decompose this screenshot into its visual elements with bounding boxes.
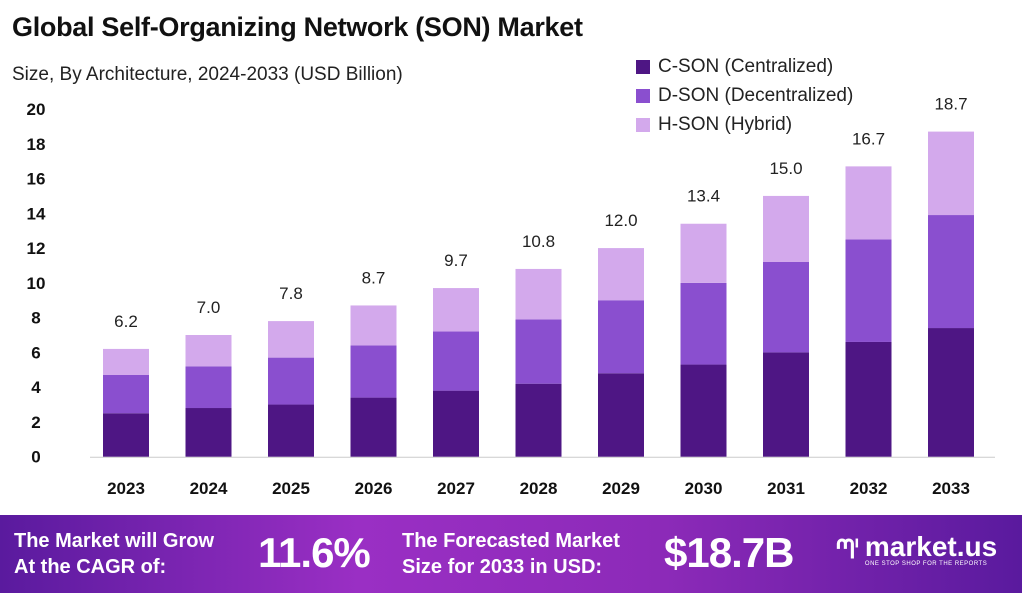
x-tick-label: 2026: [355, 479, 393, 498]
bar-segment-2025-c-son: [268, 404, 314, 457]
bar-segment-2033-h-son: [928, 131, 974, 216]
x-tick-label: 2030: [685, 479, 723, 498]
bar-segment-2031-h-son: [763, 195, 809, 262]
total-data-label: 6.2: [114, 312, 138, 331]
y-tick-label: 18: [27, 135, 46, 154]
cagr-value: 11.6%: [258, 529, 371, 576]
total-data-label: 18.7: [934, 95, 967, 114]
total-data-label: 7.0: [197, 298, 221, 317]
bar-segment-2030-h-son: [680, 223, 727, 283]
bar-segment-2031-d-son: [763, 261, 809, 353]
x-tick-label: 2028: [520, 479, 558, 498]
market-us-logo: ᘉᑊ market.us ONE STOP SHOP FOR THE REPORT…: [836, 531, 998, 568]
legend-label: D-SON (Decentralized): [658, 84, 854, 106]
legend-swatch: [636, 59, 650, 74]
total-data-label: 10.8: [522, 232, 555, 251]
bar-segment-2026-h-son: [350, 305, 397, 346]
y-tick-label: 12: [27, 239, 46, 258]
total-data-label: 7.8: [279, 284, 303, 303]
bar-segment-2027-h-son: [433, 288, 479, 332]
bar-segment-2030-d-son: [680, 282, 727, 365]
x-tick-label: 2023: [107, 479, 145, 498]
x-tick-label: 2024: [190, 479, 228, 498]
y-tick-label: 16: [27, 170, 46, 189]
x-tick-label: 2025: [272, 479, 310, 498]
legend-item-h-son: H-SON (Hybrid): [636, 110, 853, 139]
legend-item-d-son: D-SON (Decentralized): [636, 81, 853, 110]
logo-tagline: ONE STOP SHOP FOR THE REPORTS: [864, 561, 988, 567]
logo-mark-icon: ᘉᑊ: [836, 534, 859, 564]
y-tick-label: 4: [31, 378, 41, 397]
bar-segment-2032-d-son: [845, 239, 892, 342]
logo-text: market.us: [864, 531, 998, 562]
total-data-label: 16.7: [852, 129, 885, 148]
bar-segment-2030-c-son: [680, 364, 727, 457]
legend-item-c-son: C-SON (Centralized): [636, 52, 853, 81]
stacked-bar-chart: 0 2 4 6 8 10 12 14 16 18 20 6.2 2023 7.0 2024 7.8 2025 8.…: [27, 95, 995, 498]
bar-segment-2023-h-son: [103, 348, 149, 375]
y-tick-label: 2: [31, 413, 40, 432]
bar-segment-2031-c-son: [763, 352, 809, 457]
bar-segment-2029-c-son: [598, 373, 644, 457]
legend-swatch: [636, 117, 650, 132]
bar-segment-2032-c-son: [845, 341, 892, 457]
footer-banner: The Market will Grow At the CAGR of: 11.6…: [0, 515, 1022, 593]
chart-subtitle: Size, By Architecture, 2024-2033 (USD Bi…: [12, 64, 403, 85]
bar-segment-2025-h-son: [268, 321, 314, 358]
total-data-label: 13.4: [687, 187, 720, 206]
y-tick-label: 0: [31, 448, 40, 467]
y-tick-label: 10: [27, 274, 46, 293]
forecast-label-line: Size for 2033 in USD:: [402, 556, 603, 578]
bar-segment-2033-d-son: [928, 215, 974, 329]
cagr-label-line: The Market will Grow: [14, 530, 215, 552]
bar-segment-2026-d-son: [350, 345, 397, 398]
x-tick-label: 2032: [850, 479, 888, 498]
bar-segment-2028-h-son: [515, 268, 562, 320]
bar-segment-2029-d-son: [598, 300, 644, 374]
bar-segment-2024-d-son: [185, 366, 232, 409]
legend-label: H-SON (Hybrid): [658, 113, 793, 135]
bar-segment-2028-d-son: [515, 319, 562, 384]
forecast-value: $18.7B: [664, 529, 794, 576]
forecast-label: The Forecasted Market Size for 2033 in US…: [402, 528, 620, 580]
cagr-label-line: At the CAGR of:: [14, 556, 167, 578]
bar-segment-2027-d-son: [433, 331, 479, 391]
total-data-label: 9.7: [444, 251, 468, 270]
legend: C-SON (Centralized) D-SON (Decentralized…: [636, 52, 853, 139]
x-tick-label: 2029: [602, 479, 640, 498]
y-tick-label: 14: [27, 204, 46, 223]
forecast-label-line: The Forecasted Market: [402, 530, 620, 552]
bar-segment-2028-c-son: [515, 383, 562, 457]
bar-segment-2024-c-son: [185, 408, 232, 457]
x-tick-label: 2027: [437, 479, 475, 498]
legend-swatch: [636, 88, 650, 103]
bar-segment-2024-h-son: [185, 335, 232, 367]
bar-segment-2023-d-son: [103, 374, 149, 414]
y-tick-label: 20: [27, 100, 46, 119]
y-tick-label: 8: [31, 309, 40, 328]
total-data-label: 8.7: [362, 268, 386, 287]
bar-segment-2026-c-son: [350, 397, 397, 457]
total-data-label: 12.0: [604, 211, 637, 230]
bar-segment-2032-h-son: [845, 166, 892, 240]
bar-segment-2023-c-son: [103, 413, 149, 457]
bar-segment-2027-c-son: [433, 390, 479, 457]
bar-segment-2025-d-son: [268, 357, 314, 405]
chart-title: Global Self-Organizing Network (SON) Mar…: [12, 12, 583, 42]
bar-segment-2029-h-son: [598, 248, 644, 301]
bar-segment-2033-c-son: [928, 328, 974, 457]
legend-label: C-SON (Centralized): [658, 55, 834, 77]
x-tick-label: 2031: [767, 479, 805, 498]
y-tick-label: 6: [31, 343, 40, 362]
total-data-label: 15.0: [769, 159, 802, 178]
cagr-label: The Market will Grow At the CAGR of:: [14, 528, 214, 580]
x-tick-label: 2033: [932, 479, 970, 498]
